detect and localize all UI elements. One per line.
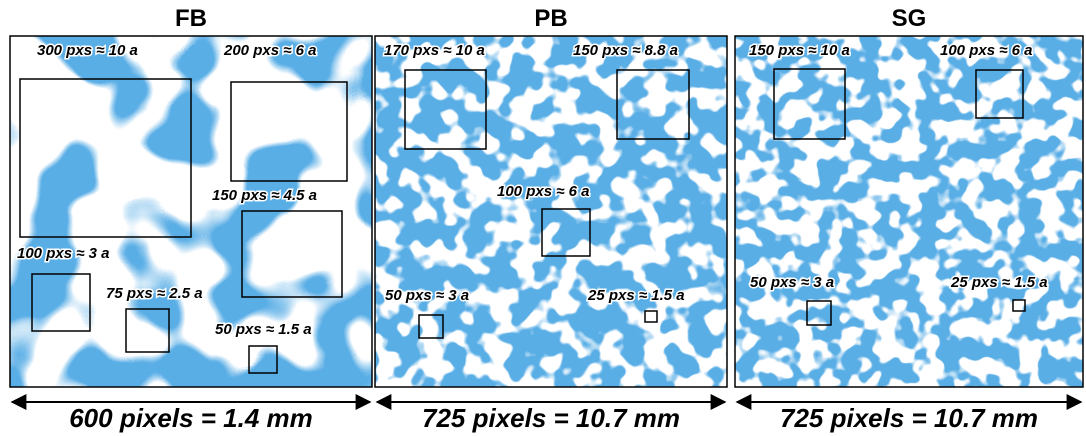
box-label: 150 pxs ≈ 4.5 a [212,187,317,204]
micrograph-grains [375,36,727,387]
scale-label: 600 pixels = 1.4 mm [69,403,313,433]
box-label: 170 pxs ≈ 10 a [384,42,485,59]
panel: SG 150 pxs ≈ 10 a 100 pxs ≈ 6 a 50 pxs ≈ 3 … [735,5,1083,433]
box-label: 100 pxs ≈ 3 a [17,245,109,262]
box-label: 75 pxs ≈ 2.5 a [106,285,203,302]
box-label: 150 pxs ≈ 8.8 a [573,42,678,59]
figure: FB 300 pxs ≈ 10 a 200 pxs ≈ 6 a 150 pxs ≈ 4… [0,0,1086,436]
micrograph-grains [735,36,1083,387]
box-label: 300 pxs ≈ 10 a [37,42,138,59]
box-label: 100 pxs ≈ 6 a [497,183,589,200]
panel-title: FB [175,5,207,32]
panel-title: SG [892,5,927,32]
panel: FB 300 pxs ≈ 10 a 200 pxs ≈ 6 a 150 pxs ≈ 4… [10,5,372,433]
box-label: 150 pxs ≈ 10 a [749,42,850,59]
box-label: 25 pxs ≈ 1.5 a [587,287,685,304]
panel: PB 170 pxs ≈ 10 a 150 pxs ≈ 8.8 a 100 pxs ≈… [375,5,727,433]
box-label: 200 pxs ≈ 6 a [223,42,316,59]
scale-label: 725 pixels = 10.7 mm [780,403,1038,433]
box-label: 100 pxs ≈ 6 a [940,42,1032,59]
box-label: 50 pxs ≈ 3 a [385,287,469,304]
scale-label: 725 pixels = 10.7 mm [422,403,680,433]
box-label: 50 pxs ≈ 3 a [750,274,834,291]
box-label: 25 pxs ≈ 1.5 a [950,274,1048,291]
panel-title: PB [534,5,567,32]
box-label: 50 pxs ≈ 1.5 a [215,321,312,338]
